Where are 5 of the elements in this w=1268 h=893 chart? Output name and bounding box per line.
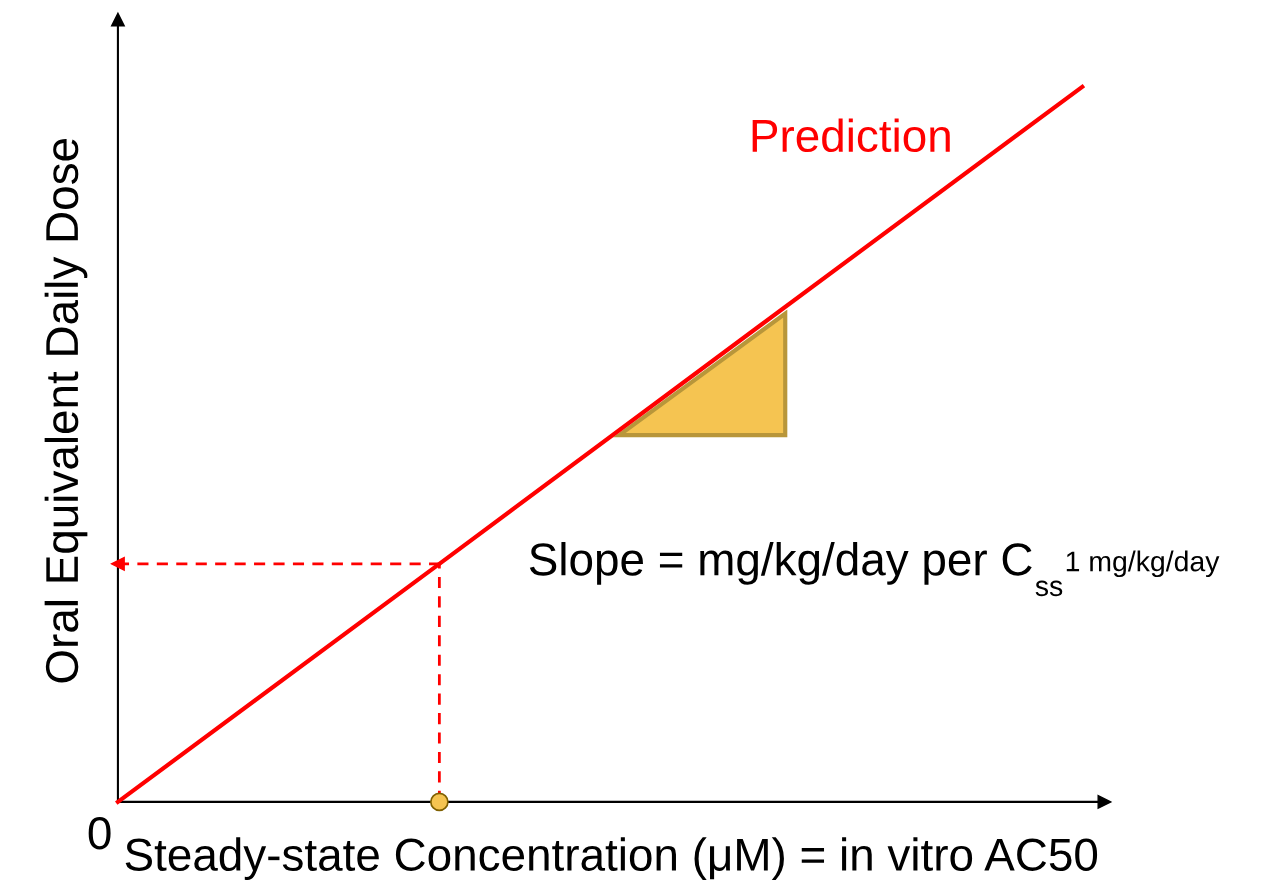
y-axis-title: Oral Equivalent Daily Dose bbox=[44, 138, 88, 683]
x-axis-title: Steady-state Concentration (μM) = in vitro AC50 bbox=[125, 837, 1098, 881]
series-label: Prediction bbox=[752, 118, 950, 153]
annotation: Slope = mg/kg/day per Css1 mg/kg/day bbox=[529, 542, 1220, 597]
text: 0 bbox=[88, 817, 111, 850]
